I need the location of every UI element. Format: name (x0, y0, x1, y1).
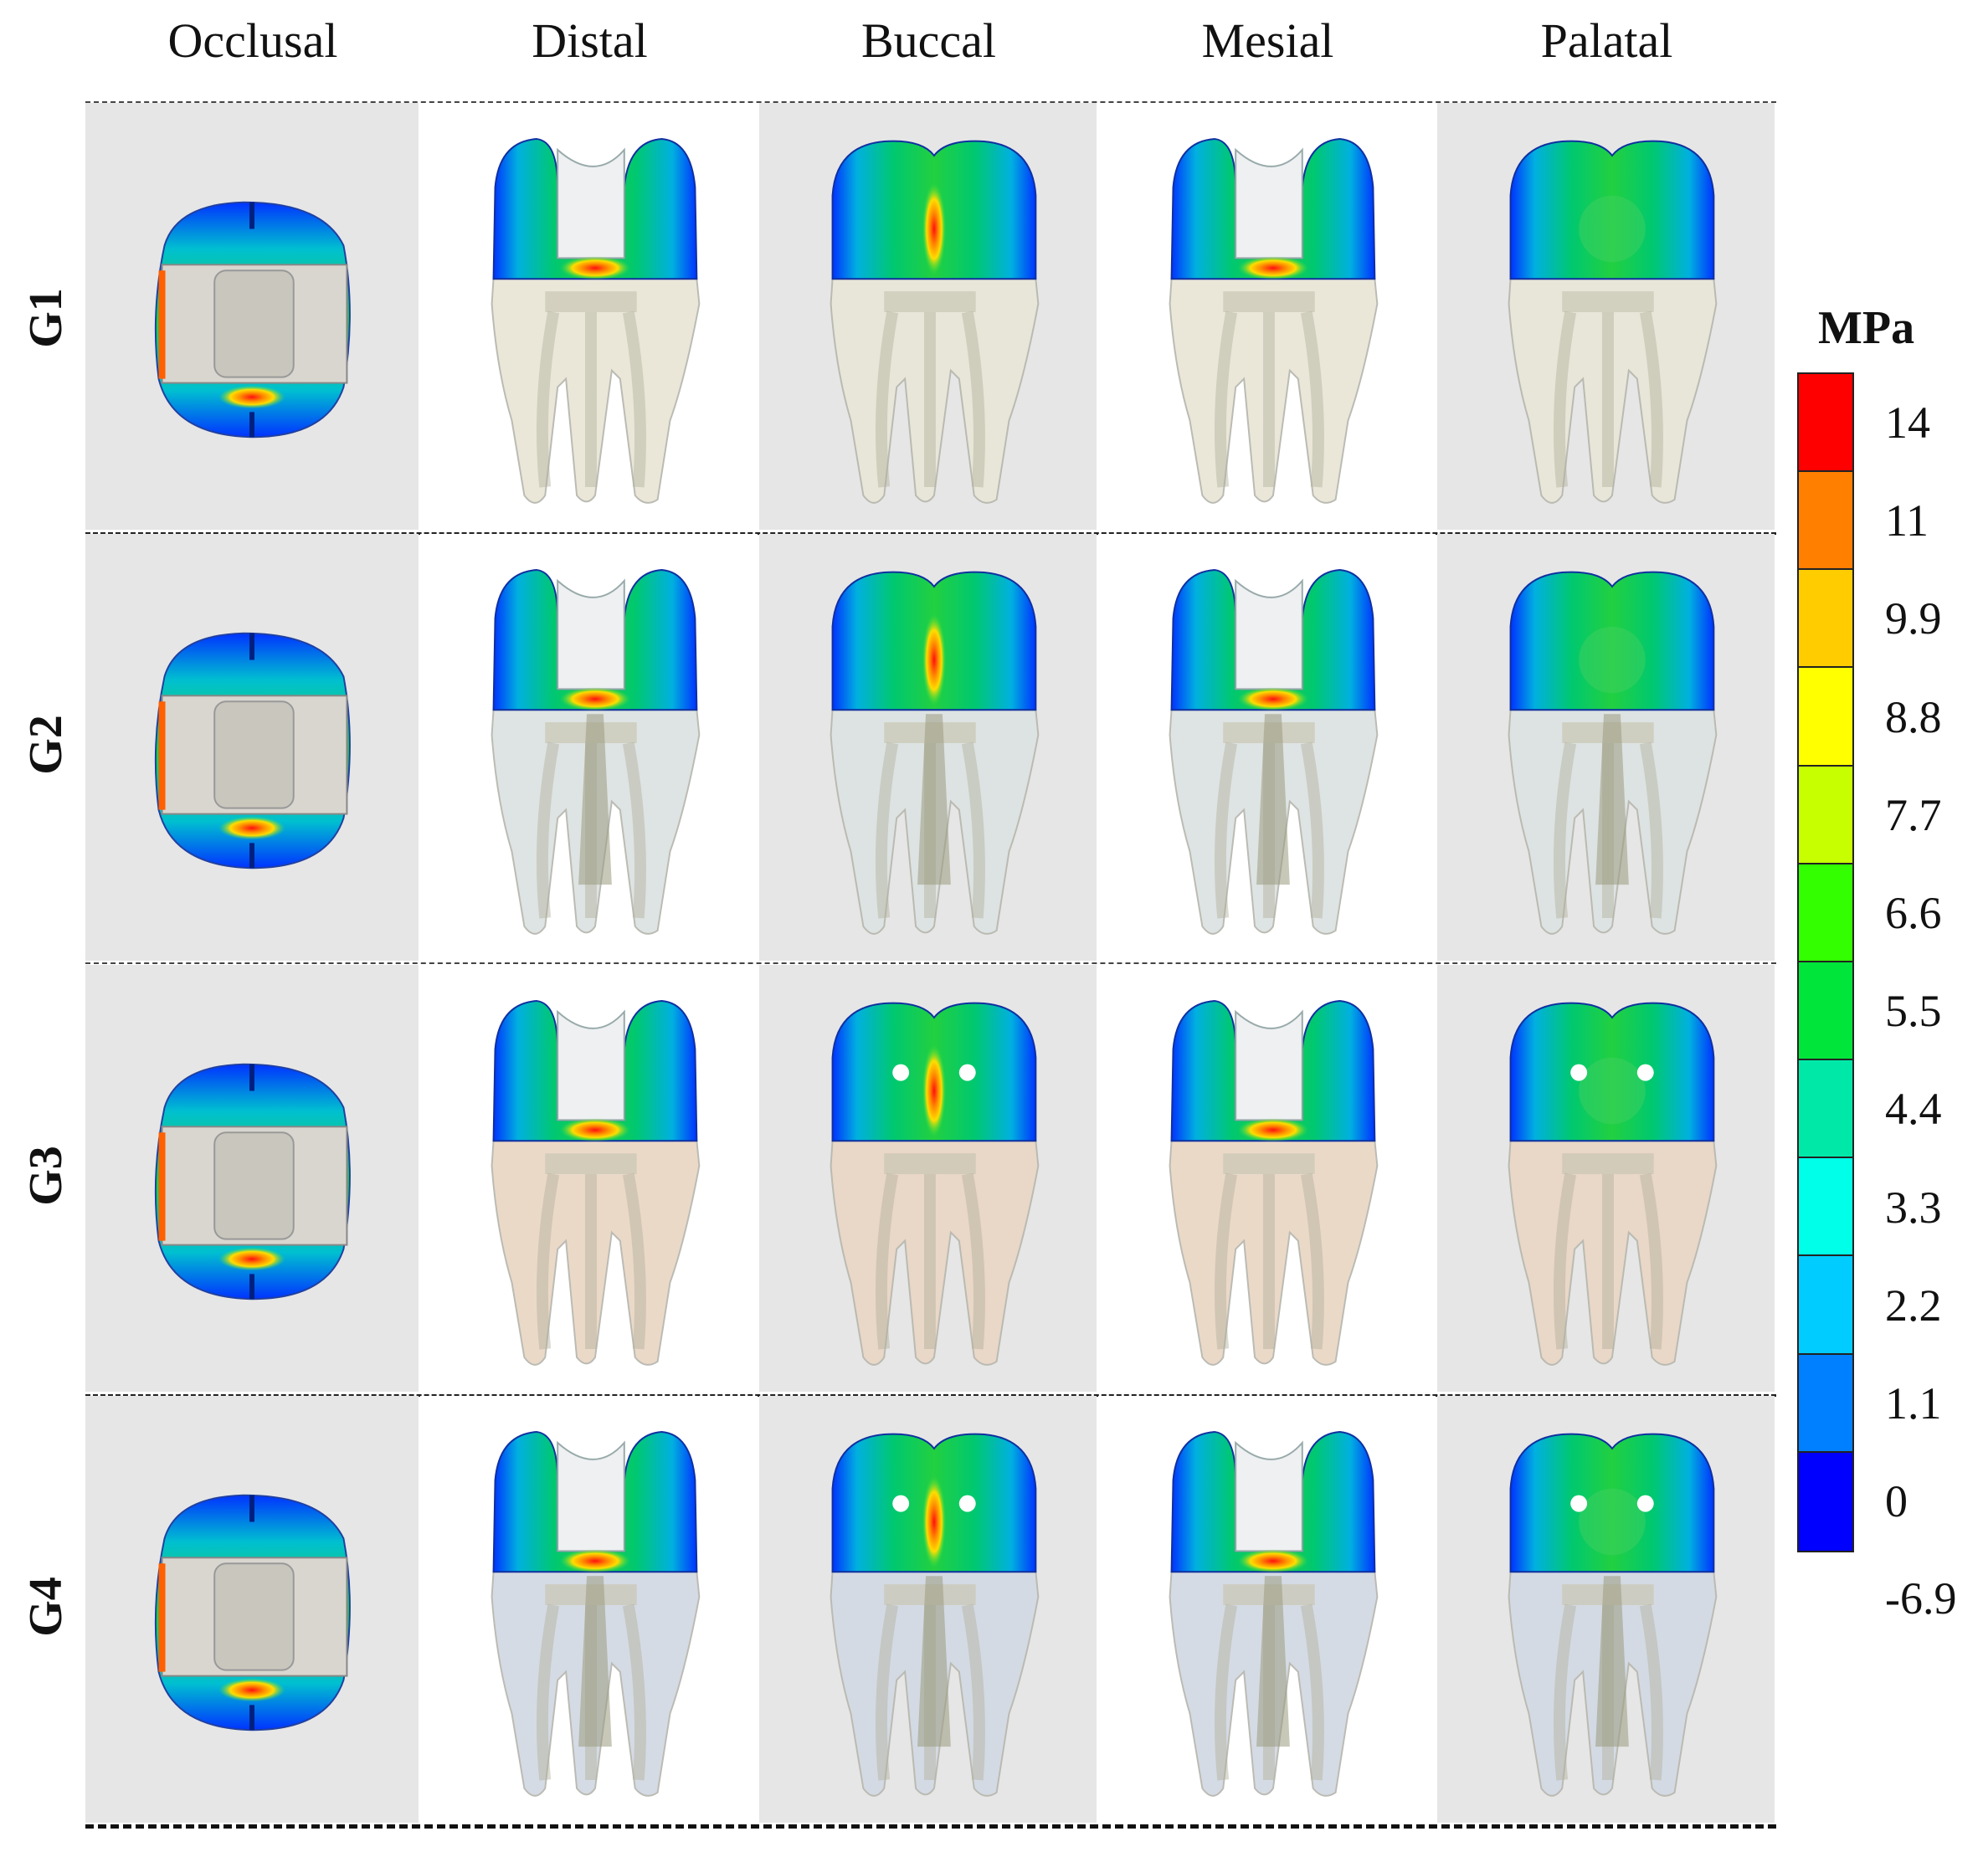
header-occlusal: Occlusal (167, 13, 338, 68)
color-scale-tick-label: 9.9 (1885, 593, 1942, 644)
model-cell-g4-occlusal (85, 1396, 419, 1823)
color-scale-tick-label: 3.3 (1885, 1182, 1942, 1233)
mesial-tooth-model (1169, 1431, 1379, 1797)
color-scale-tick-label: 4.4 (1885, 1084, 1942, 1135)
mesial-tooth-model (1169, 1000, 1379, 1366)
model-cell-g3-palatal (1437, 965, 1775, 1392)
palatal-tooth-model (1508, 1002, 1718, 1366)
row-separator (85, 101, 1776, 103)
buccal-tooth-model (830, 140, 1040, 504)
model-cell-g1-distal (420, 103, 758, 530)
palatal-tooth-model (1508, 140, 1718, 504)
color-scale-band (1799, 1354, 1852, 1453)
color-scale-band (1799, 570, 1852, 669)
color-scale-band (1799, 962, 1852, 1061)
model-cell-g4-palatal (1437, 1396, 1775, 1823)
palatal-tooth-model (1508, 571, 1718, 935)
row-label-g4: G4 (20, 1577, 72, 1637)
color-scale-tick-label: 6.6 (1885, 888, 1942, 938)
color-scale-band (1799, 766, 1852, 864)
header-palatal: Palatal (1540, 13, 1673, 68)
color-scale-band (1799, 1256, 1852, 1355)
model-cell-g2-buccal (759, 534, 1097, 961)
color-scale-tick-label: 14 (1885, 398, 1930, 448)
distal-tooth-model (491, 569, 701, 935)
buccal-tooth-model (830, 571, 1040, 935)
row-separator (85, 1394, 1776, 1397)
color-scale-band (1799, 1158, 1852, 1257)
occlusal-tooth-model (154, 632, 351, 870)
occlusal-tooth-model (154, 1063, 351, 1300)
model-cell-g1-occlusal (85, 103, 419, 530)
model-cell-g3-distal (420, 965, 758, 1392)
color-scale-band (1799, 864, 1852, 962)
header-distal: Distal (532, 13, 648, 68)
color-scale-band (1799, 1060, 1852, 1159)
color-scale-band (1799, 1452, 1852, 1551)
distal-tooth-model (491, 138, 701, 504)
color-scale-tick-label: 1.1 (1885, 1378, 1942, 1429)
row-label-g3: G3 (20, 1146, 72, 1206)
model-cell-g4-mesial (1098, 1396, 1436, 1823)
color-scale-tick-label: 8.8 (1885, 691, 1942, 742)
buccal-tooth-model (830, 1433, 1040, 1797)
model-cell-g3-occlusal (85, 965, 419, 1392)
row-separator (85, 532, 1776, 535)
model-cell-g1-buccal (759, 103, 1097, 530)
model-cell-g2-occlusal (85, 534, 419, 961)
distal-tooth-model (491, 1000, 701, 1366)
model-cell-g2-palatal (1437, 534, 1775, 961)
row-label-g2: G2 (20, 715, 72, 775)
model-cell-g1-palatal (1437, 103, 1775, 530)
mesial-tooth-model (1169, 138, 1379, 504)
color-scale-bar (1797, 372, 1854, 1552)
color-scale-band (1799, 374, 1852, 473)
color-scale-tick-label: 2.2 (1885, 1280, 1942, 1331)
color-scale-tick-label: 5.5 (1885, 986, 1942, 1037)
header-buccal: Buccal (860, 13, 997, 68)
model-cell-g1-mesial (1098, 103, 1436, 530)
row-label-g1: G1 (20, 288, 72, 348)
color-scale-tick-label: 11 (1885, 495, 1929, 546)
color-scale-band (1799, 472, 1852, 571)
header-mesial: Mesial (1201, 13, 1334, 68)
model-cell-g2-distal (420, 534, 758, 961)
mesial-tooth-model (1169, 569, 1379, 935)
buccal-tooth-model (830, 1002, 1040, 1366)
model-cell-g2-mesial (1098, 534, 1436, 961)
palatal-tooth-model (1508, 1433, 1718, 1797)
distal-tooth-model (491, 1431, 701, 1797)
color-scale-band (1799, 668, 1852, 767)
color-scale-tick-label: 0 (1885, 1476, 1908, 1527)
occlusal-tooth-model (154, 201, 351, 439)
color-scale-tick-label: -6.9 (1885, 1573, 1957, 1624)
model-cell-g4-distal (420, 1396, 758, 1823)
model-cell-g4-buccal (759, 1396, 1097, 1823)
occlusal-tooth-model (154, 1494, 351, 1731)
model-cell-g3-mesial (1098, 965, 1436, 1392)
color-scale-tick-label: 7.7 (1885, 789, 1942, 840)
row-separator (85, 962, 1776, 964)
model-cell-g3-buccal (759, 965, 1097, 1392)
row-separator (85, 1824, 1776, 1829)
legend-title: MPa (1818, 302, 1915, 354)
